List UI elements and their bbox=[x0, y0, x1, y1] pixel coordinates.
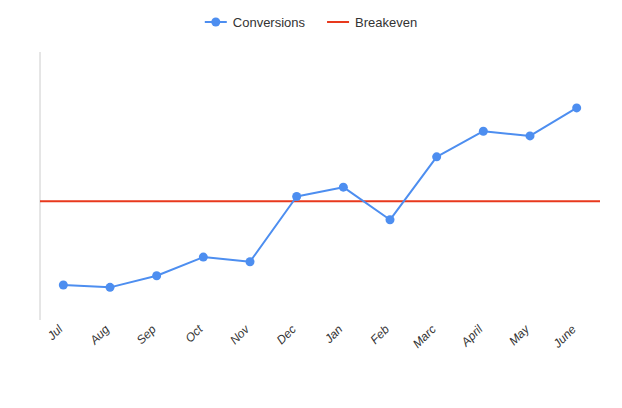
y-axis-line bbox=[40, 52, 41, 320]
conversion-point bbox=[292, 192, 301, 201]
conversion-point bbox=[199, 253, 208, 262]
chart-svg: Jul Aug Sep Oct Nov Dec Jan Feb Marc April May June… bbox=[0, 0, 622, 408]
x-tick-labels: Jul Aug Sep Oct Nov Dec Jan Feb Marc April May June bbox=[44, 322, 579, 352]
conversion-point bbox=[572, 103, 581, 112]
conversion-point bbox=[106, 283, 115, 292]
legend-swatch bbox=[327, 21, 349, 23]
legend-item: Conversions bbox=[205, 15, 306, 30]
conversions-line bbox=[63, 108, 576, 287]
conversion-point bbox=[526, 131, 535, 140]
conversion-point bbox=[386, 215, 395, 224]
x-tick-label: Aug bbox=[86, 322, 112, 348]
x-tick-label: Jul bbox=[44, 322, 66, 344]
conversion-point bbox=[152, 271, 161, 280]
x-tick-label: June bbox=[550, 322, 579, 351]
x-tick-label: Jan bbox=[321, 322, 346, 347]
conversion-point bbox=[432, 152, 441, 161]
x-tick-label: Nov bbox=[227, 322, 253, 348]
chart-container: Jul Aug Sep Oct Nov Dec Jan Feb Marc April May June… bbox=[0, 0, 622, 408]
conversion-point bbox=[59, 281, 68, 290]
x-tick-label: Marc bbox=[410, 322, 439, 351]
conversion-point bbox=[246, 257, 255, 266]
legend-label: Breakeven bbox=[355, 15, 417, 30]
breakeven-line bbox=[40, 200, 600, 202]
x-tick-label: Sep bbox=[134, 322, 159, 347]
x-tick-label: Oct bbox=[182, 322, 206, 346]
legend-marker bbox=[211, 18, 220, 27]
legend: Conversions Breakeven bbox=[205, 15, 417, 30]
x-tick-label: Dec bbox=[274, 322, 299, 347]
plot-area bbox=[40, 103, 600, 291]
legend-label: Conversions bbox=[233, 15, 306, 30]
conversion-point bbox=[479, 127, 488, 136]
legend-item: Breakeven bbox=[327, 15, 417, 30]
x-tick-label: Feb bbox=[368, 322, 393, 347]
x-tick-label: May bbox=[506, 322, 533, 349]
conversion-point bbox=[339, 183, 348, 192]
x-tick-label: April bbox=[458, 322, 486, 350]
